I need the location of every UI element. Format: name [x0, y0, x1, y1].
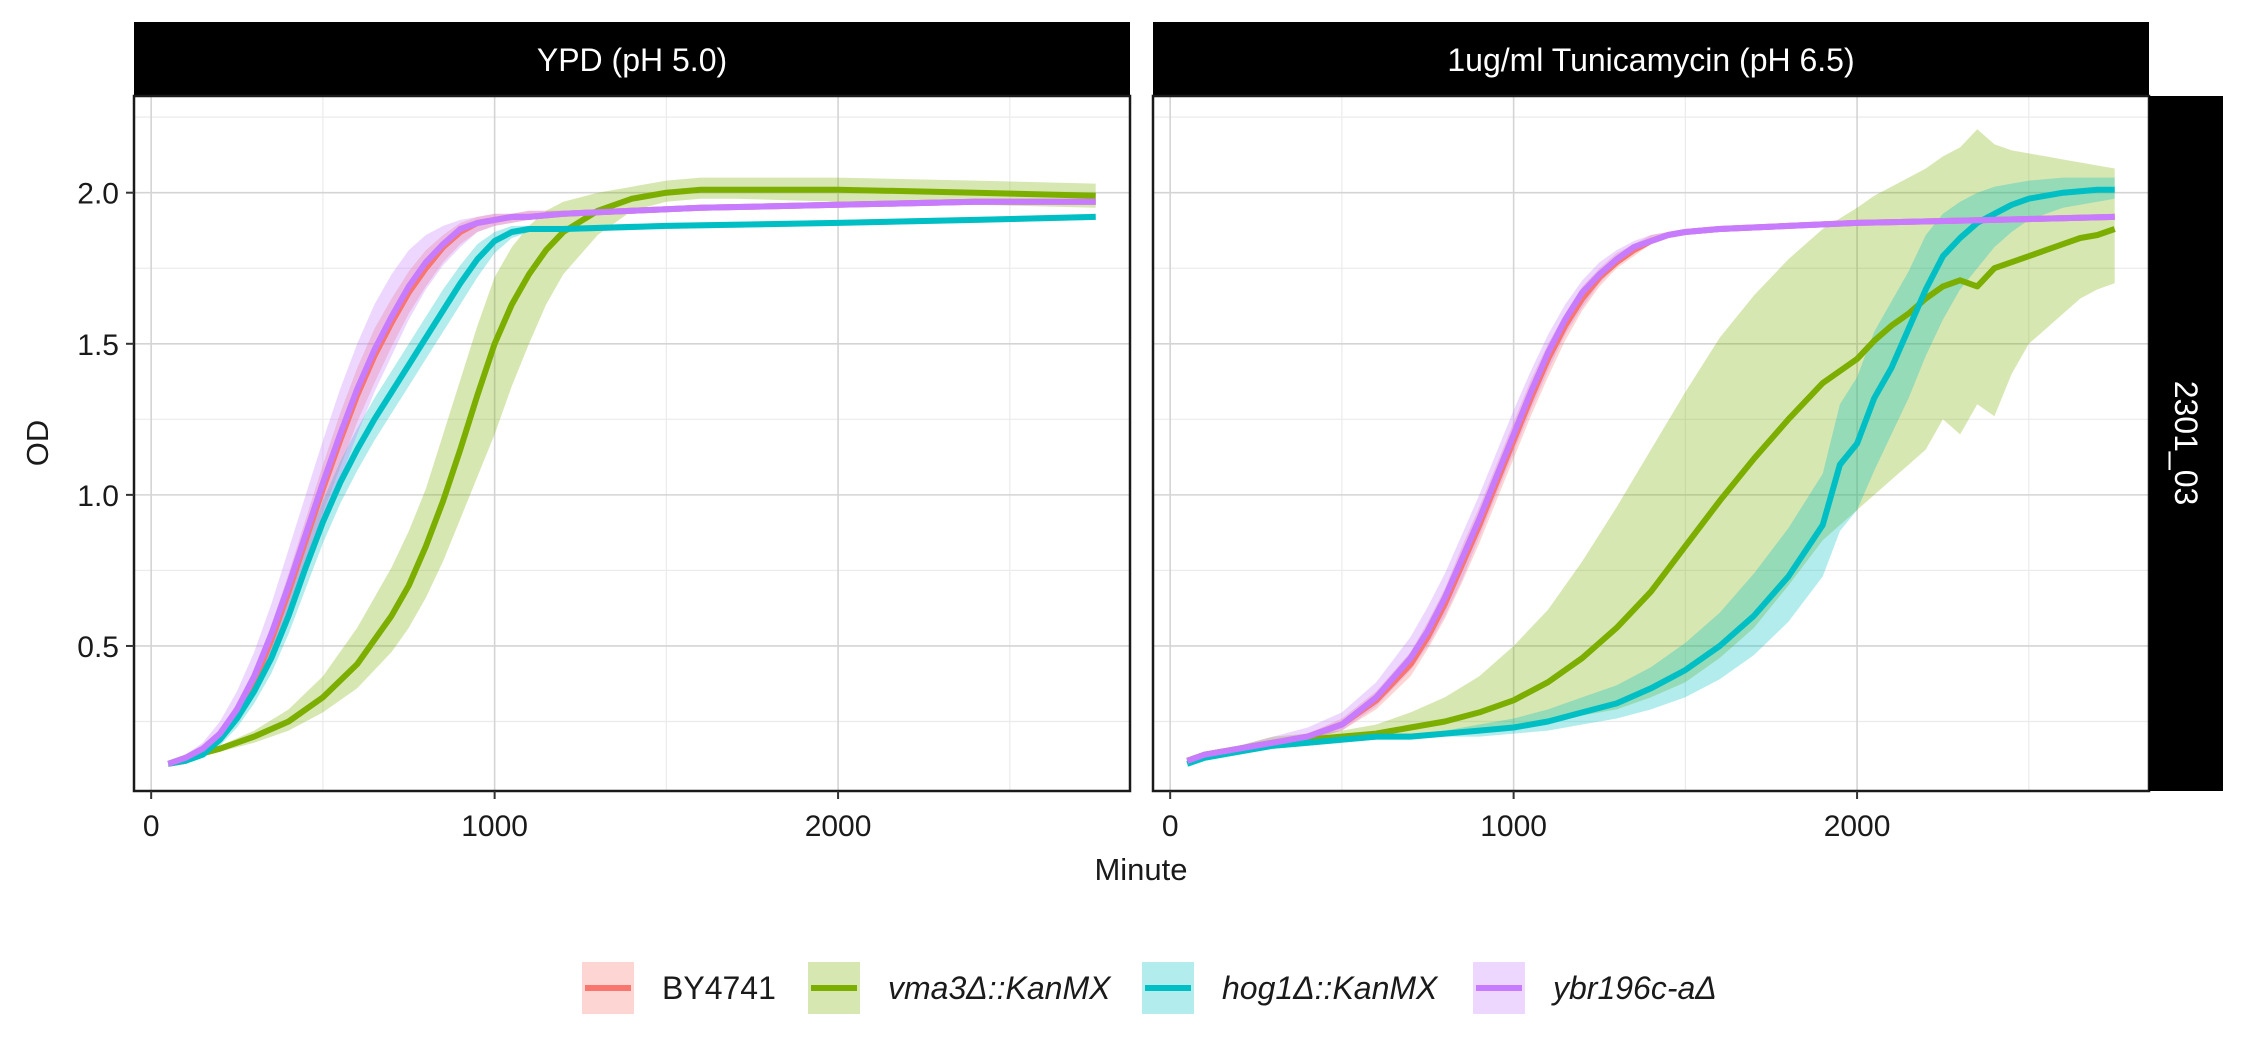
legend-item-by4741: BY4741 [582, 962, 776, 1014]
ribbon-ybr196c-a [1187, 213, 2115, 764]
ribbon-hog1-kanmx [1187, 177, 2115, 767]
legend-item-vma3-kanmx: vma3Δ::KanMX [808, 962, 1112, 1014]
legend-item-ybr196c-a: ybr196c-aΔ [1473, 962, 1717, 1014]
panel-ypd-plot [132, 94, 1132, 793]
y-axis: 0.5 1.0 1.5 2.0 [77, 178, 134, 664]
y-tick-label: 0.5 [77, 631, 119, 664]
x-axis: 0 1000 2000 0 1000 2000 [143, 791, 1891, 843]
panel-border [132, 94, 1132, 793]
panel-ypd-title: YPD (pH 5.0) [537, 42, 727, 78]
x-tick-label: 1000 [1480, 810, 1547, 843]
panel-tunicamycin-plot [1151, 94, 2151, 793]
x-tick-label: 2000 [805, 810, 872, 843]
legend-label: hog1Δ::KanMX [1222, 970, 1439, 1006]
legend-item-hog1-kanmx: hog1Δ::KanMX [1142, 962, 1439, 1014]
y-tick-label: 1.0 [77, 480, 119, 513]
row-strip-label: 2301_03 [2168, 381, 2204, 506]
row-strip: 2301_03 [2149, 96, 2223, 791]
y-tick-label: 1.5 [77, 329, 119, 362]
ribbon-vma3-kanmx [1187, 129, 2115, 764]
x-axis-title: Minute [1094, 852, 1187, 887]
x-tick-label: 0 [1162, 810, 1179, 843]
panel-ypd-strip [134, 22, 1130, 96]
panel-tunicamycin-title: 1ug/ml Tunicamycin (pH 6.5) [1447, 42, 1854, 78]
panel-ypd: YPD (pH 5.0) [132, 22, 1132, 793]
legend: BY4741 vma3Δ::KanMX hog1Δ::KanMX ybr196c-aΔ [582, 962, 1717, 1014]
line-ybr196c-a [1186, 213, 2115, 764]
plot-area [1153, 96, 2149, 791]
y-tick-label: 2.0 [77, 178, 119, 211]
line-ybr196c-a [167, 198, 1096, 767]
panel-tunicamycin: 1ug/ml Tunicamycin (pH 6.5) [1151, 22, 2151, 793]
legend-label: ybr196c-aΔ [1551, 970, 1717, 1006]
x-tick-label: 1000 [461, 810, 528, 843]
legend-label: BY4741 [662, 970, 776, 1006]
legend-label: vma3Δ::KanMX [888, 970, 1112, 1006]
panel-tunicamycin-strip [1153, 22, 2149, 96]
x-tick-label: 2000 [1824, 810, 1891, 843]
line-vma3-kanmx [167, 186, 1096, 767]
ribbon-vma3-kanmx [168, 177, 1096, 767]
x-tick-label: 0 [143, 810, 160, 843]
row-strip-box [2149, 96, 2223, 791]
line-hog1-kanmx [167, 213, 1096, 767]
y-axis-title: OD [20, 420, 55, 467]
